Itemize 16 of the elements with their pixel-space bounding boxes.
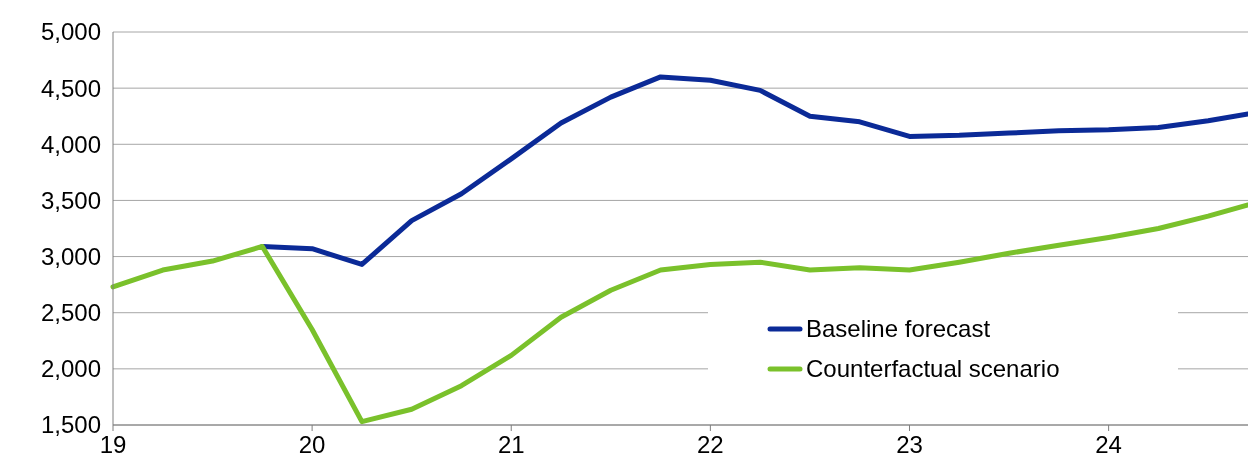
x-tick-label: 20 [298,431,326,458]
y-tick-label: 1,500 [40,411,101,439]
y-tick-label: 3,000 [40,242,101,270]
x-tick-label: 24 [1095,431,1122,458]
legend-label: Counterfactual scenario [806,355,1060,383]
y-tick-label: 2,000 [40,355,101,383]
x-tick-label: 22 [697,431,724,458]
y-tick-label: 5,000 [40,18,101,46]
y-tick-label: 4,500 [40,74,101,102]
y-tick-label: 4,000 [40,130,101,158]
x-tick-label: 23 [896,431,923,458]
y-tick-label: 2,500 [40,299,101,327]
y-tick-label: 3,500 [40,186,101,214]
x-tick-label: 19 [99,431,127,458]
x-tick-label: 21 [497,431,525,458]
legend-label: Baseline forecast [806,315,991,343]
